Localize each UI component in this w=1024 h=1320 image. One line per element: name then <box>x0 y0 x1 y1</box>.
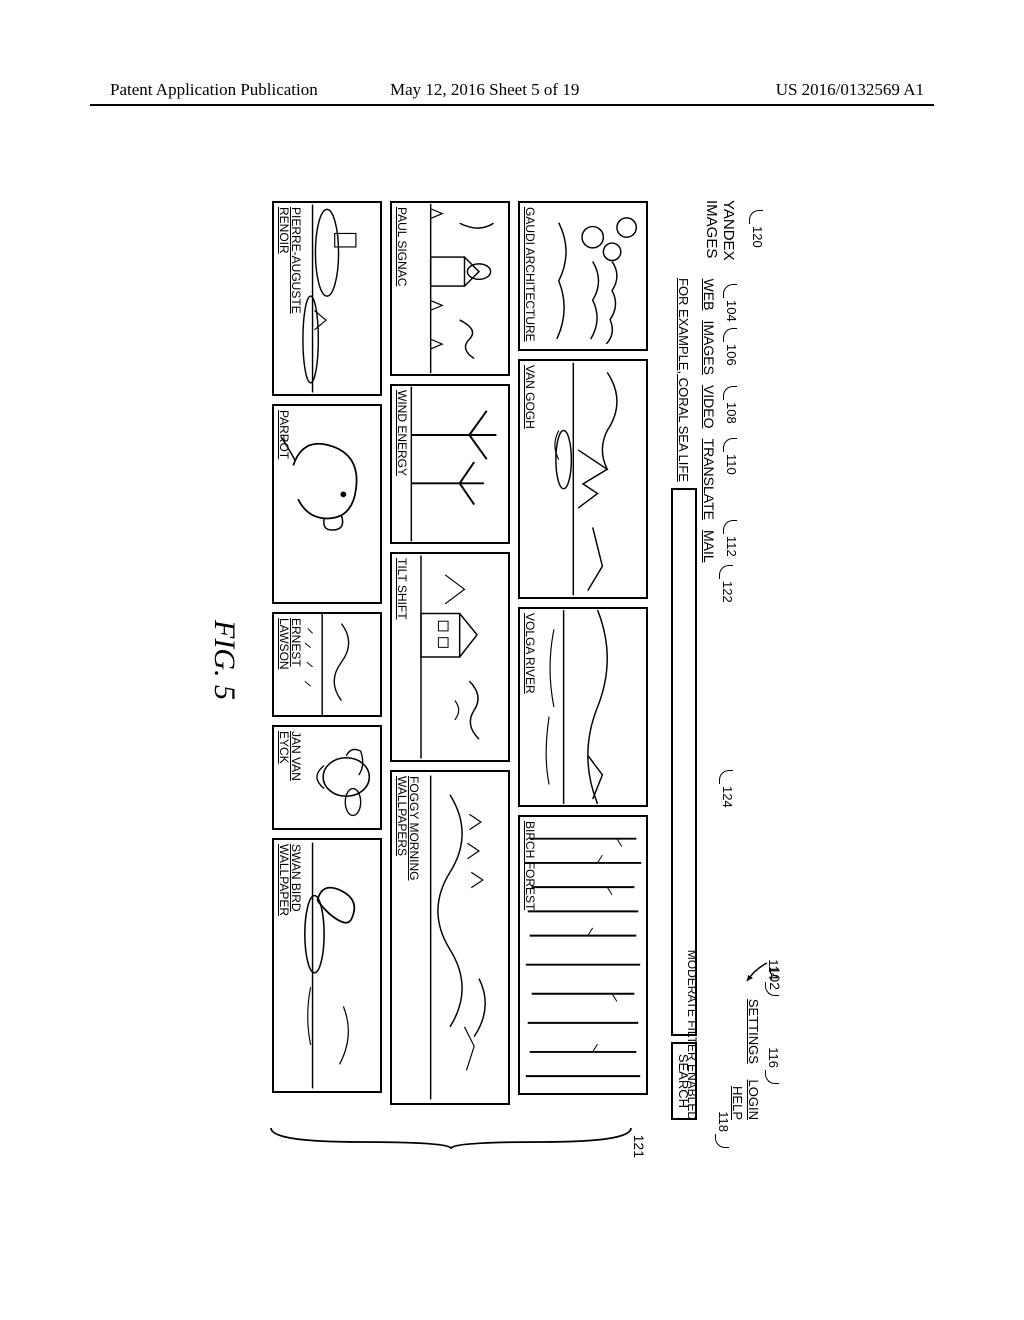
gallery-row-2: PAUL SIGNAC WIND ENERGY <box>390 201 510 1119</box>
tile-caption: SWAN BIRD WALLPAPER <box>277 844 302 916</box>
link-login[interactable]: LOGIN <box>745 1080 761 1120</box>
tile-caption: TILT SHIFT <box>395 558 408 620</box>
brace-icon <box>261 1124 641 1150</box>
thumb-icon <box>520 817 646 1093</box>
figure-rotated-wrapper: 102 YANDEX IMAGES WEB IMAGES VIDEO TRANS… <box>263 200 761 1120</box>
tile-caption: GAUDI ARCHITECTURE <box>523 207 536 342</box>
callout-122: 122 <box>719 565 735 603</box>
header-left: Patent Application Publication <box>110 80 318 100</box>
gallery-row-3: PIERRE-AUGUSTE RENOIR PARROT <box>272 201 382 1119</box>
tile-caption: BIRCH FOREST <box>523 821 536 910</box>
right-links: SETTINGS LOGIN HELP <box>730 999 761 1120</box>
callout-121-num: 121 <box>631 1135 647 1158</box>
tile-birch[interactable]: BIRCH FOREST <box>518 815 648 1095</box>
thumb-icon <box>520 609 646 805</box>
tile-caption: PARROT <box>277 410 290 459</box>
link-help[interactable]: HELP <box>730 999 746 1120</box>
link-settings[interactable]: SETTINGS <box>745 999 761 1064</box>
tile-signac[interactable]: PAUL SIGNAC <box>390 201 510 376</box>
logo-line2: IMAGES <box>703 200 720 261</box>
nav-links: WEB IMAGES VIDEO TRANSLATE MAIL <box>701 279 717 563</box>
tile-tiltshift[interactable]: TILT SHIFT <box>390 552 510 762</box>
figure-inner: 102 YANDEX IMAGES WEB IMAGES VIDEO TRANS… <box>263 200 761 1120</box>
figure-label: FIG. 5 <box>207 620 241 700</box>
tile-caption: VOLGA RIVER <box>523 613 536 694</box>
header-rule <box>90 104 934 106</box>
nav-video[interactable]: VIDEO <box>701 385 717 429</box>
nav-translate[interactable]: TRANSLATE <box>701 439 717 520</box>
callout-110-num: 110 <box>724 454 739 475</box>
callout-118: 118 <box>715 1111 731 1148</box>
tile-caption: PAUL SIGNAC <box>395 207 408 286</box>
thumb-icon <box>392 386 508 542</box>
header-right: US 2016/0132569 A1 <box>776 80 924 100</box>
filter-status: MODERATE FILTER ENABLED <box>685 950 699 1120</box>
callout-112-num: 112 <box>724 536 739 557</box>
callout-106-num: 106 <box>724 344 739 366</box>
tile-renoir[interactable]: PIERRE-AUGUSTE RENOIR <box>272 201 382 396</box>
callout-114-num: 114 <box>766 959 781 980</box>
thumb-icon <box>520 361 646 597</box>
header-mid: May 12, 2016 Sheet 5 of 19 <box>390 80 579 100</box>
tile-caption: JAN VAN EYCK <box>277 731 302 781</box>
tile-vaneyck[interactable]: JAN VAN EYCK <box>272 725 382 830</box>
callout-108-num: 108 <box>724 402 739 424</box>
tile-caption: FOGGY MORNING WALLPAPERS <box>395 776 420 880</box>
callout-108: 108 <box>723 386 739 424</box>
callout-110: 110 <box>723 438 739 475</box>
nav-web[interactable]: WEB <box>701 279 717 311</box>
tile-foggy[interactable]: FOGGY MORNING WALLPAPERS <box>390 770 510 1105</box>
callout-120: 120 <box>749 210 765 248</box>
callout-112: 112 <box>723 520 739 557</box>
tile-caption: WIND ENERGY <box>395 390 408 476</box>
callout-124-num: 124 <box>720 786 735 808</box>
tile-lawson[interactable]: ERNEST LAWSON <box>272 612 382 717</box>
callout-122-num: 122 <box>720 581 735 603</box>
callout-104-num: 104 <box>724 300 739 322</box>
nav-mail[interactable]: MAIL <box>701 530 717 563</box>
nav-images[interactable]: IMAGES <box>701 320 717 374</box>
topbar: YANDEX IMAGES WEB IMAGES VIDEO TRANSLATE… <box>701 200 761 1120</box>
tile-gaudi[interactable]: GAUDI ARCHITECTURE <box>518 201 648 351</box>
tile-caption: VAN GOGH <box>523 365 536 429</box>
callout-114: 114 <box>765 959 781 996</box>
tile-caption: ERNEST LAWSON <box>277 618 302 670</box>
callout-116-num: 116 <box>766 1047 781 1068</box>
tile-caption: PIERRE-AUGUSTE RENOIR <box>277 207 302 314</box>
callout-106: 106 <box>723 328 739 366</box>
callout-118-num: 118 <box>716 1111 731 1132</box>
tile-wind[interactable]: WIND ENERGY <box>390 384 510 544</box>
tile-volga[interactable]: VOLGA RIVER <box>518 607 648 807</box>
tile-parrot[interactable]: PARROT <box>272 404 382 604</box>
callout-104: 104 <box>723 284 739 322</box>
callout-120-num: 120 <box>750 226 765 248</box>
gallery-row-1: GAUDI ARCHITECTURE VAN GOGH <box>518 201 648 1119</box>
thumb-icon <box>392 554 508 760</box>
thumb-icon <box>392 203 508 374</box>
search-example[interactable]: FOR EXAMPLE, CORAL SEA LIFE <box>677 278 692 482</box>
logo-line1: YANDEX <box>720 200 737 261</box>
logo: YANDEX IMAGES <box>701 200 736 261</box>
tile-vangogh[interactable]: VAN GOGH <box>518 359 648 599</box>
callout-116: 116 <box>765 1047 781 1084</box>
brace-121: 121 <box>261 1124 641 1150</box>
callout-124: 124 <box>719 770 735 808</box>
image-gallery: GAUDI ARCHITECTURE VAN GOGH <box>263 200 649 1120</box>
thumb-icon <box>520 203 646 349</box>
tile-swan[interactable]: SWAN BIRD WALLPAPER <box>272 838 382 1093</box>
